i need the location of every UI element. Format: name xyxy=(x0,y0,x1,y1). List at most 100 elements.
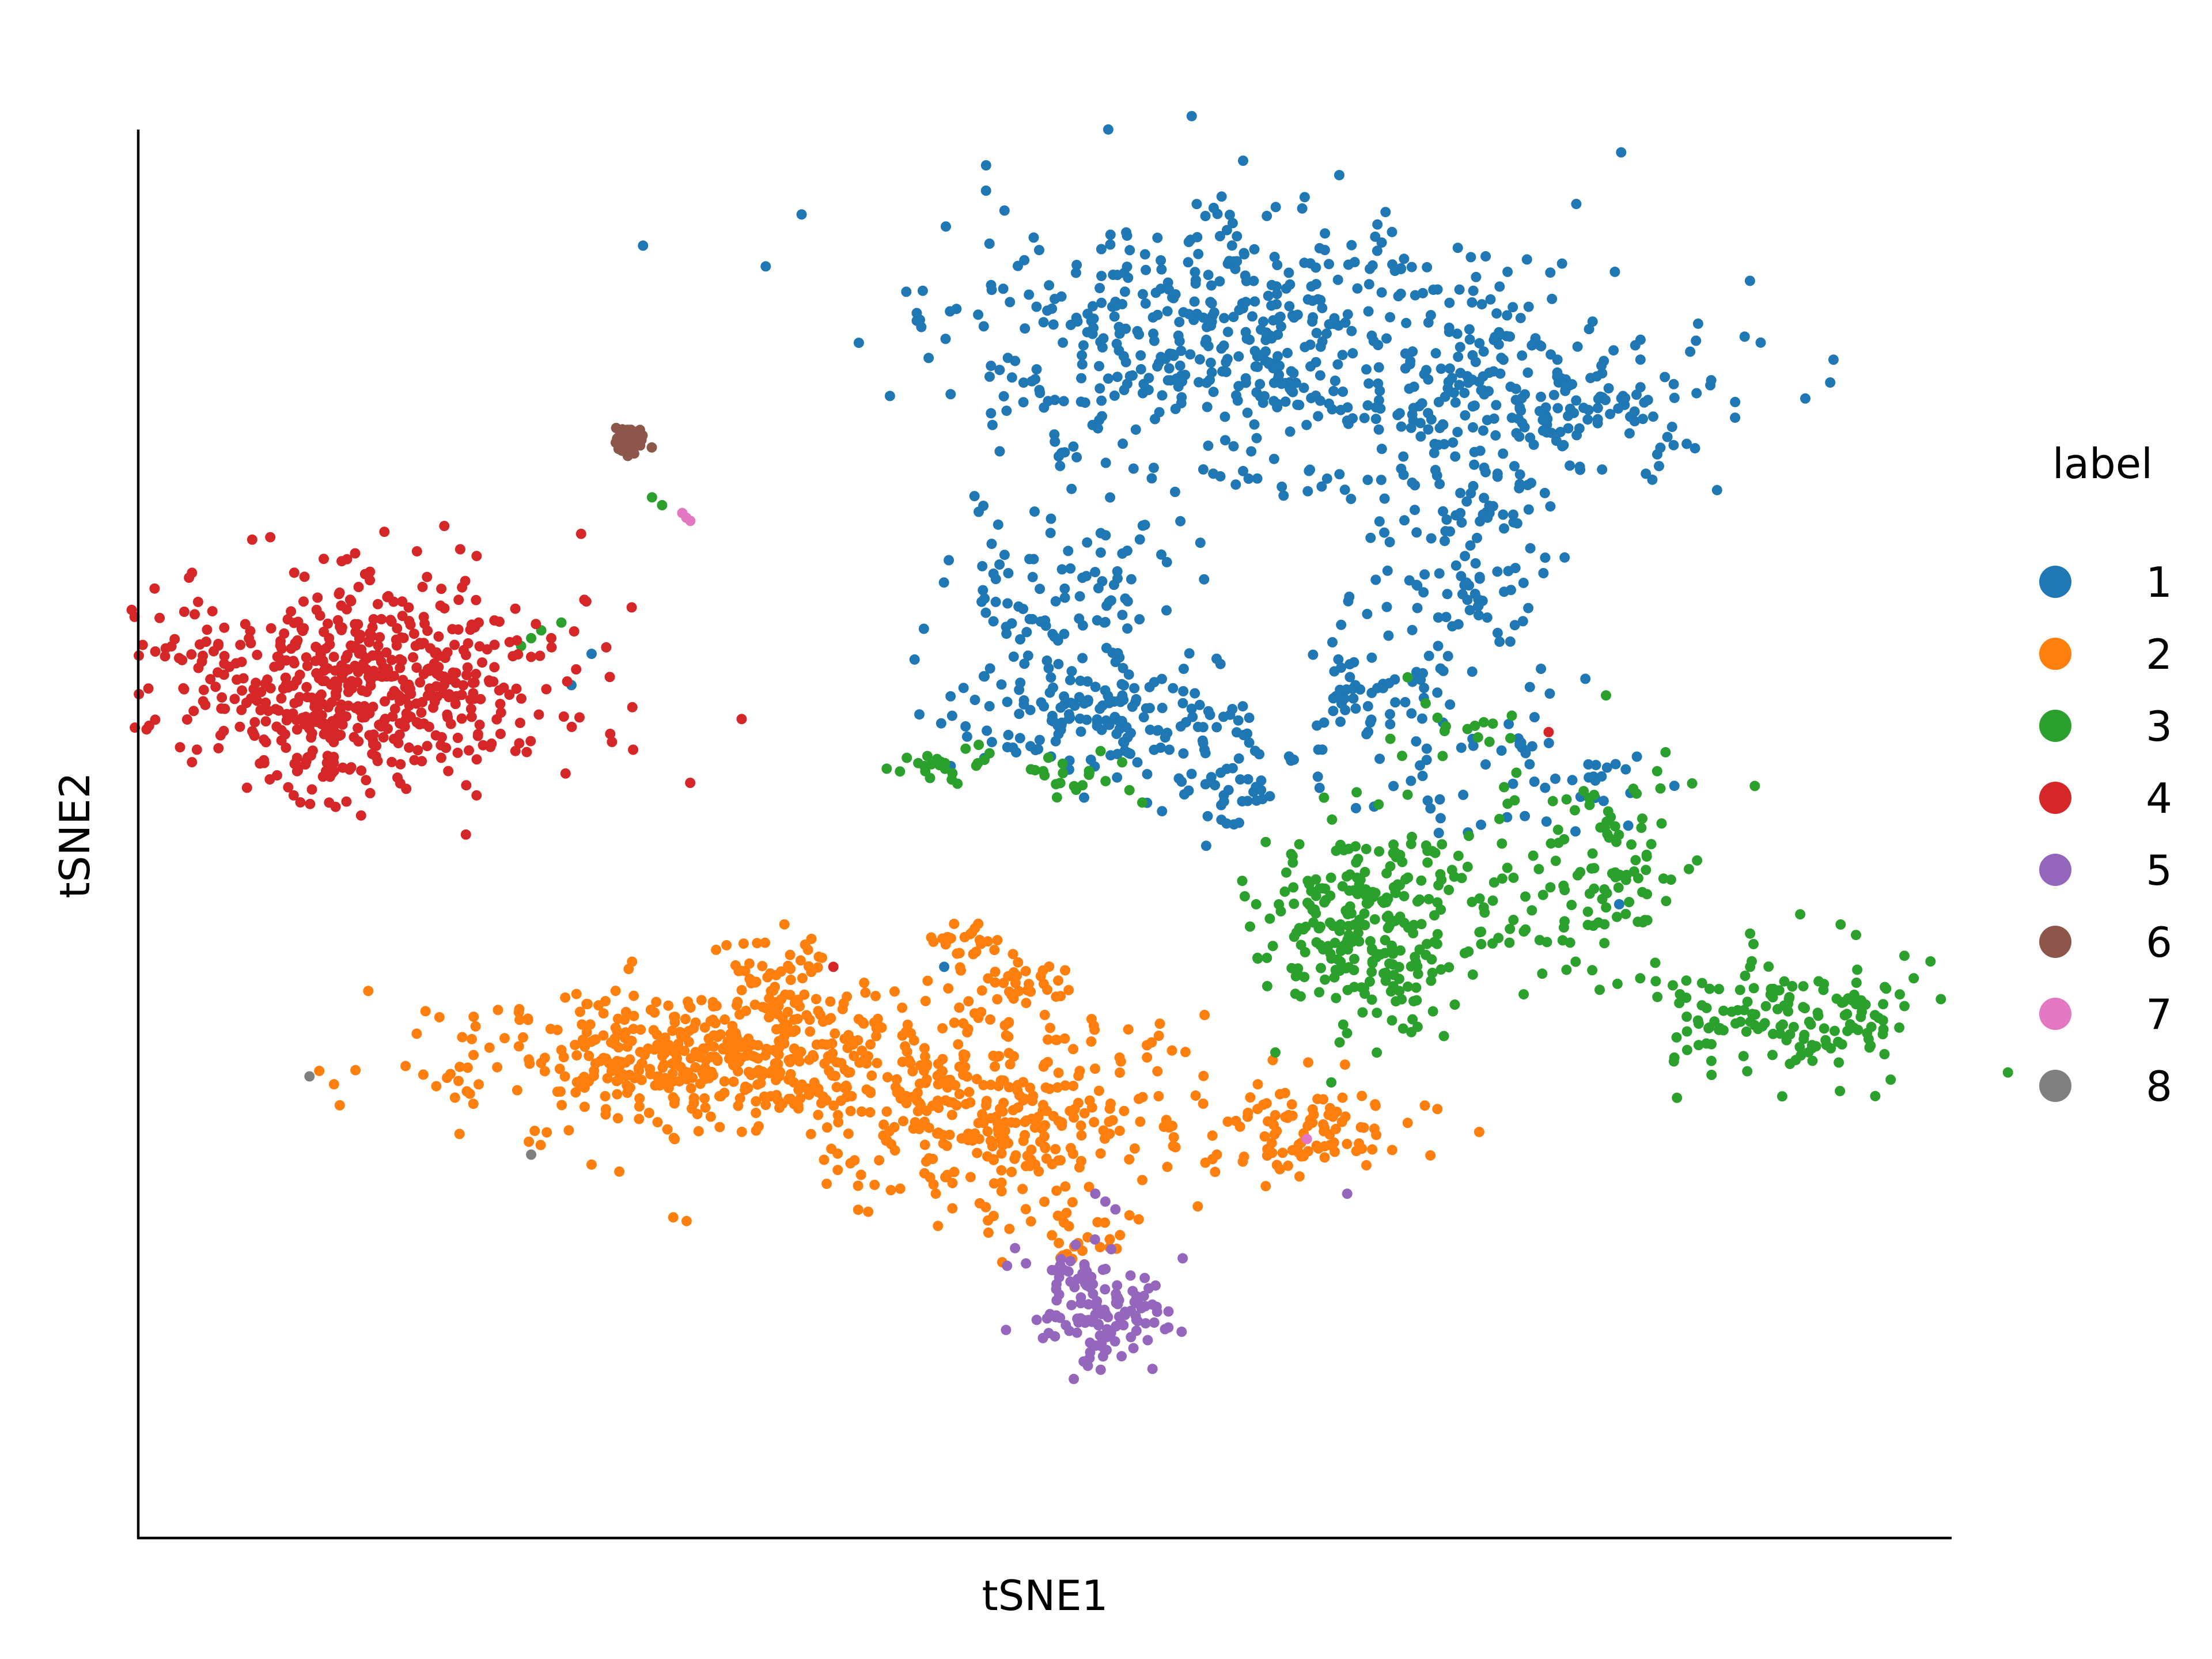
scatter-point xyxy=(1783,1006,1794,1017)
scatter-point xyxy=(1076,373,1087,384)
scatter-point xyxy=(1416,713,1427,724)
scatter-point xyxy=(1358,1122,1369,1133)
scatter-point xyxy=(1342,1028,1353,1039)
scatter-point xyxy=(181,714,192,725)
scatter-point xyxy=(1055,702,1066,713)
scatter-point xyxy=(1157,806,1168,817)
scatter-point xyxy=(1520,748,1531,759)
scatter-point xyxy=(439,679,449,690)
scatter-point xyxy=(301,652,312,663)
scatter-point xyxy=(959,931,970,942)
scatter-point xyxy=(1201,377,1212,388)
scatter-point xyxy=(1194,354,1205,365)
scatter-point xyxy=(1333,654,1344,665)
scatter-point xyxy=(255,704,266,715)
scatter-point xyxy=(1249,296,1260,307)
scatter-point xyxy=(1440,536,1450,546)
scatter-point xyxy=(1433,612,1444,623)
scatter-point xyxy=(1523,301,1534,312)
scatter-point xyxy=(972,758,983,768)
scatter-point xyxy=(752,938,763,949)
scatter-point xyxy=(274,660,285,671)
scatter-point xyxy=(831,1082,842,1093)
scatter-point xyxy=(628,990,639,1001)
scatter-point xyxy=(1301,419,1312,430)
scatter-point xyxy=(1365,532,1376,543)
scatter-point xyxy=(828,961,839,972)
scatter-point xyxy=(472,730,483,741)
scatter-point xyxy=(1502,266,1513,277)
scatter-point xyxy=(556,617,567,628)
scatter-point xyxy=(350,627,361,638)
scatter-point xyxy=(1368,887,1378,897)
scatter-point xyxy=(652,1029,662,1040)
scatter-point xyxy=(1372,1007,1382,1018)
scatter-point xyxy=(1050,294,1060,304)
scatter-point xyxy=(1411,995,1422,1006)
scatter-point xyxy=(1235,774,1245,785)
scatter-point xyxy=(1294,839,1305,850)
scatter-point xyxy=(1008,993,1019,1004)
scatter-point xyxy=(1460,551,1471,562)
scatter-point xyxy=(1249,745,1260,756)
scatter-point xyxy=(317,676,328,687)
scatter-point xyxy=(1559,552,1570,563)
scatter-point xyxy=(382,664,393,675)
scatter-point xyxy=(1284,301,1295,312)
scatter-point xyxy=(1050,1331,1060,1342)
scatter-point xyxy=(1768,983,1779,994)
legend-label-8: 8 xyxy=(2146,1062,2172,1111)
scatter-point xyxy=(1763,961,1774,972)
scatter-point xyxy=(1002,696,1013,707)
scatter-point xyxy=(1212,209,1223,219)
scatter-point xyxy=(1464,324,1475,335)
scatter-point xyxy=(1326,1077,1337,1088)
scatter-point xyxy=(1798,981,1809,992)
scatter-point xyxy=(749,999,760,1010)
scatter-point xyxy=(1514,479,1525,490)
scatter-point xyxy=(1046,672,1056,683)
scatter-point xyxy=(832,1165,843,1176)
scatter-point xyxy=(1588,921,1599,931)
scatter-point xyxy=(993,519,1003,530)
scatter-point xyxy=(1613,899,1624,910)
scatter-point xyxy=(1419,1100,1430,1111)
scatter-point xyxy=(1105,239,1116,250)
scatter-point xyxy=(1457,589,1468,600)
scatter-point xyxy=(1240,297,1251,308)
scatter-point xyxy=(1051,792,1062,803)
scatter-point xyxy=(1349,965,1359,976)
scatter-point xyxy=(1406,422,1416,433)
scatter-point xyxy=(462,1062,473,1073)
scatter-point xyxy=(757,961,768,972)
scatter-point xyxy=(1175,360,1185,371)
scatter-point xyxy=(219,622,230,633)
scatter-point xyxy=(1605,812,1616,823)
scatter-point xyxy=(1201,334,1212,345)
scatter-point xyxy=(1478,902,1489,913)
scatter-point xyxy=(945,306,956,317)
scatter-point xyxy=(1035,388,1046,399)
scatter-point xyxy=(684,1001,695,1012)
scatter-point xyxy=(579,1071,589,1082)
scatter-point xyxy=(1349,257,1360,267)
scatter-point xyxy=(1060,1080,1071,1091)
scatter-point xyxy=(1462,861,1473,872)
scatter-point xyxy=(1470,357,1481,368)
scatter-point xyxy=(1509,620,1520,631)
scatter-point xyxy=(422,741,433,752)
scatter-point xyxy=(1469,459,1480,470)
scatter-point xyxy=(1453,850,1464,861)
scatter-point xyxy=(1112,372,1123,382)
scatter-point xyxy=(1309,904,1320,915)
scatter-point xyxy=(1899,950,1910,961)
scatter-point xyxy=(1085,754,1096,765)
scatter-point xyxy=(1434,794,1445,805)
scatter-point xyxy=(933,1221,944,1232)
scatter-point xyxy=(1541,427,1552,438)
scatter-point xyxy=(1003,1031,1014,1042)
scatter-point xyxy=(1021,1258,1032,1269)
scatter-point xyxy=(1380,935,1391,945)
scatter-point xyxy=(1299,257,1310,268)
scatter-point xyxy=(586,649,597,660)
